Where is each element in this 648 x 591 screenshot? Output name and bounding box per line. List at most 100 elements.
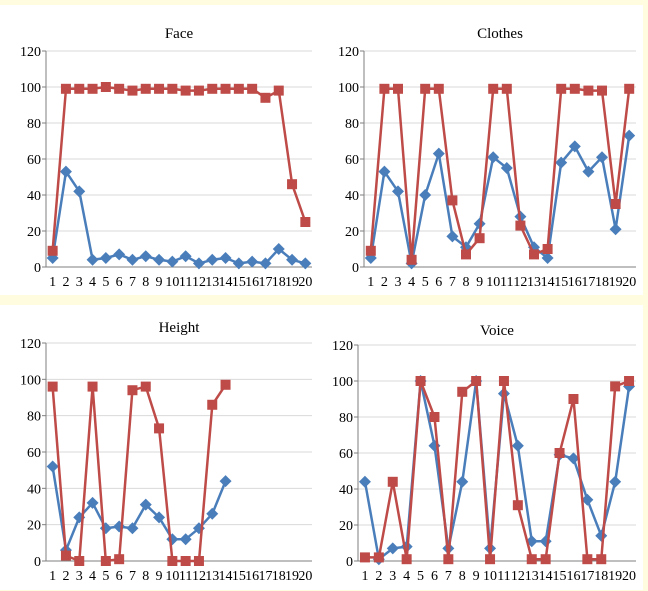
- x-tick-label: 6: [116, 569, 123, 584]
- data-point-square: [556, 83, 567, 94]
- x-tick-label: 12: [513, 275, 527, 290]
- x-tick-label: 10: [165, 275, 179, 290]
- y-tick-label: 120: [338, 45, 359, 60]
- data-point-square: [610, 199, 621, 209]
- data-point-square: [529, 249, 539, 260]
- x-tick-label: 18: [272, 275, 286, 290]
- y-tick-label: 100: [20, 81, 41, 96]
- data-point-diamond: [623, 380, 636, 393]
- y-tick-label: 100: [20, 373, 41, 388]
- x-tick-label: 13: [205, 569, 219, 584]
- data-point-square: [74, 83, 85, 94]
- x-tick-label: 11: [179, 275, 192, 290]
- y-tick-label: 40: [27, 189, 41, 204]
- data-point-square: [114, 83, 125, 94]
- data-point-diamond: [192, 257, 205, 270]
- data-point-square: [610, 381, 621, 392]
- x-tick-label: 16: [245, 275, 259, 290]
- data-point-square: [406, 254, 417, 265]
- data-point-square: [501, 83, 512, 94]
- x-tick-label: 20: [622, 569, 636, 584]
- x-tick-label: 2: [62, 275, 69, 290]
- data-point-square: [87, 381, 98, 392]
- data-point-square: [515, 220, 526, 231]
- data-point-square: [233, 83, 244, 94]
- y-tick-label: 80: [27, 410, 41, 425]
- y-tick-label: 80: [339, 411, 353, 426]
- x-tick-label: 20: [622, 275, 636, 290]
- x-tick-label: 9: [156, 569, 163, 584]
- data-point-diamond: [609, 475, 622, 488]
- x-tick-label: 10: [483, 569, 497, 584]
- data-point-diamond: [568, 140, 581, 153]
- y-tick-label: 100: [332, 375, 353, 390]
- x-tick-label: 19: [609, 275, 623, 290]
- data-point-square: [433, 83, 444, 94]
- data-point-square: [114, 554, 125, 565]
- data-point-diamond: [446, 230, 459, 243]
- y-tick-label: 60: [27, 153, 41, 168]
- y-tick-label: 60: [27, 446, 41, 461]
- data-point-square: [167, 83, 178, 94]
- x-tick-label: 4: [89, 569, 96, 584]
- x-tick-label: 2: [375, 569, 382, 584]
- data-point-square: [624, 376, 635, 386]
- chart-title: Clothes: [477, 26, 523, 42]
- y-tick-label: 100: [338, 81, 359, 96]
- data-point-square: [87, 83, 98, 94]
- x-tick-label: 12: [192, 569, 206, 584]
- x-tick-label: 14: [219, 275, 233, 290]
- data-point-square: [273, 85, 284, 96]
- x-tick-label: 6: [116, 275, 123, 290]
- x-tick-label: 12: [511, 569, 525, 584]
- data-point-square: [429, 412, 440, 422]
- x-tick-label: 17: [258, 569, 272, 584]
- data-point-square: [47, 381, 58, 392]
- data-point-diamond: [595, 529, 608, 542]
- chart-title: Height: [159, 320, 201, 336]
- x-tick-label: 15: [232, 275, 246, 290]
- data-point-diamond: [73, 185, 86, 198]
- data-point-diamond: [487, 151, 500, 164]
- chart-title: Voice: [480, 323, 514, 339]
- chart-panel-clothes: Clothes 0 20 40 60 80 100 120 1 2 3 4 5 6 7 8 9 10 11 12 13 1…: [318, 5, 643, 295]
- data-point-diamond: [358, 475, 371, 488]
- data-point-square: [512, 500, 523, 511]
- chart-panel-voice: Voice 0 20 40 60 80 100 120 1 2 3 4 5 6 7 8 9 10 11 12 13 14 1…: [318, 305, 643, 590]
- data-point-square: [260, 92, 271, 103]
- y-tick-label: 60: [339, 447, 353, 462]
- data-point-square: [582, 554, 593, 565]
- x-tick-label: 16: [566, 569, 580, 584]
- chart-panel-height: Height 0 20 40 60 80 100 120 1 2 3 4 5 6 7 8 9 10 11 12 13 14…: [0, 305, 318, 590]
- data-point-diamond: [473, 217, 486, 230]
- data-point-square: [471, 376, 482, 386]
- x-tick-label: 6: [431, 569, 438, 584]
- x-tick-label: 18: [272, 569, 286, 584]
- data-point-diamond: [555, 156, 568, 169]
- data-point-square: [247, 83, 258, 94]
- x-tick-label: 15: [553, 569, 567, 584]
- data-point-diamond: [46, 460, 59, 473]
- data-point-square: [207, 83, 218, 94]
- x-tick-label: 13: [205, 275, 219, 290]
- x-tick-label: 1: [361, 569, 368, 584]
- x-tick-label: 5: [422, 275, 429, 290]
- data-point-square: [220, 379, 231, 390]
- y-tick-label: 20: [339, 519, 353, 534]
- data-point-square: [393, 83, 403, 94]
- x-tick-label: 18: [595, 275, 609, 290]
- data-point-square: [569, 83, 580, 94]
- x-tick-label: 14: [539, 569, 553, 584]
- data-point-diamond: [539, 535, 552, 548]
- x-tick-label: 4: [89, 275, 96, 290]
- x-tick-label: 3: [76, 275, 83, 290]
- x-tick-label: 11: [500, 275, 513, 290]
- x-tick-label: 7: [129, 569, 136, 584]
- data-point-square: [485, 554, 496, 565]
- data-point-square: [193, 556, 204, 566]
- y-tick-label: 20: [27, 519, 41, 534]
- data-point-square: [373, 552, 384, 563]
